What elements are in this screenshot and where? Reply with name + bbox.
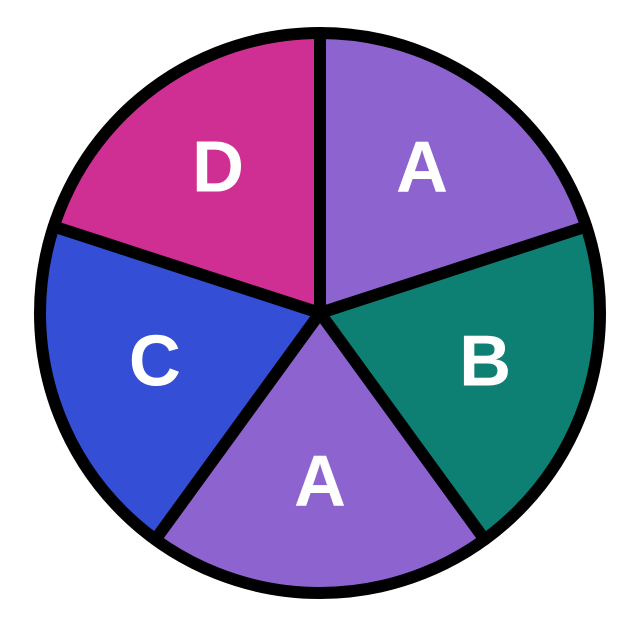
- slice-label-0: A: [396, 128, 448, 208]
- slice-label-1: B: [459, 322, 511, 402]
- slice-label-2: A: [294, 442, 346, 522]
- slice-label-3: C: [129, 322, 181, 402]
- spinner-svg: A B A C D: [0, 0, 640, 626]
- slice-label-4: D: [192, 128, 244, 208]
- spinner-chart: A B A C D: [0, 0, 640, 626]
